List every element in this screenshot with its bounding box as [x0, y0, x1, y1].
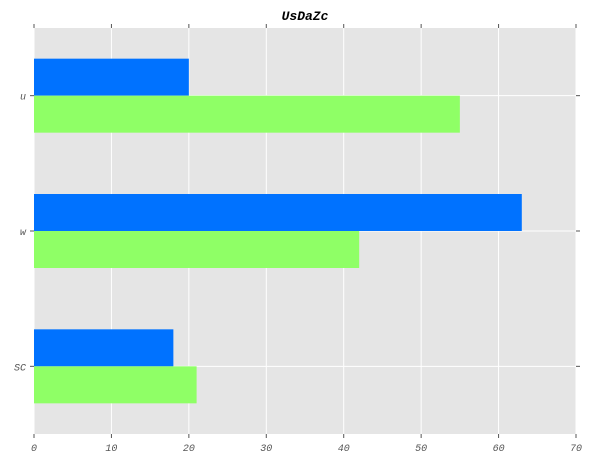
chart-title: UsDaZc: [282, 9, 329, 24]
y-tick-label: u: [20, 93, 26, 104]
bar: [34, 329, 174, 367]
bar: [34, 366, 197, 404]
x-tick-label: 60: [493, 444, 505, 455]
x-tick-label: 20: [183, 444, 195, 455]
x-tick-label: 40: [338, 444, 350, 455]
tick-labels: 0 10 20 30 40 50 60 70 u w SC: [14, 93, 582, 455]
x-tick-label: 30: [260, 444, 272, 455]
y-tick-label: w: [20, 228, 27, 239]
bars: [34, 58, 522, 404]
x-tick-label: 10: [105, 444, 117, 455]
x-tick-label: 70: [570, 444, 582, 455]
bar: [34, 58, 189, 96]
y-tick-label: SC: [14, 363, 26, 374]
bar: [34, 95, 460, 133]
x-tick-label: 50: [415, 444, 427, 455]
tick-marks: [30, 24, 580, 438]
bar: [34, 231, 360, 268]
x-tick-label: 0: [31, 444, 37, 455]
bar: [34, 194, 522, 231]
